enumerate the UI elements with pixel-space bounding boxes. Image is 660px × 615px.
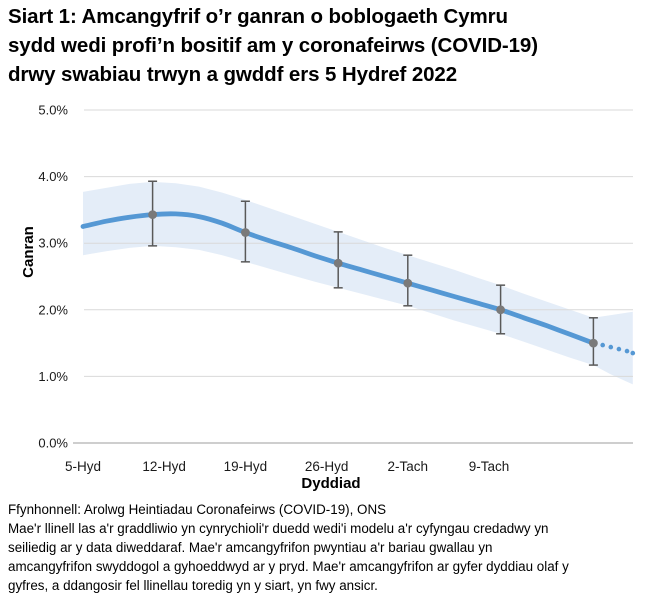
confidence-band [83, 181, 633, 385]
x-tick-label: 5-Hyd [65, 459, 101, 474]
data-point-marker [589, 338, 598, 348]
note-line: Mae'r llinell las a'r graddliwio yn cynr… [8, 521, 549, 536]
x-tick-label: 2-Tach [388, 459, 429, 474]
chart-title-line: drwy swabiau trwyn a gwddf ers 5 Hydref … [8, 63, 458, 86]
y-tick-label: 3.0% [38, 236, 68, 251]
y-tick-label: 2.0% [38, 302, 68, 317]
source-line: Ffynhonnell: Arolwg Heintiadau Coronafei… [8, 502, 387, 517]
x-tick-label: 19-Hyd [224, 459, 268, 474]
trend-line-dotted-segment [630, 350, 636, 356]
note-line: gyfres, a ddangosir fel llinellau toredi… [8, 578, 378, 593]
x-tick-label: 9-Tach [469, 459, 510, 474]
data-point-marker [241, 228, 250, 237]
x-tick-label: 12-Hyd [142, 459, 186, 474]
note-line: amcangyfrifon swyddogol a gyhoeddwyd ar … [8, 559, 569, 574]
y-tick-label: 1.0% [38, 369, 68, 384]
trend-line-dotted-segment [616, 346, 622, 352]
chart-title-line: Siart 1: Amcangyfrif o’r ganran o boblog… [8, 5, 508, 28]
x-axis-title: Dyddiad [301, 475, 360, 492]
chart-title: Siart 1: Amcangyfrif o’r ganran o boblog… [8, 2, 658, 89]
y-tick-label: 4.0% [38, 169, 68, 184]
y-tick-label: 5.0% [38, 103, 68, 118]
y-axis-title: Canran [20, 226, 37, 278]
note-line: seiliedig ar y data diweddaraf. Mae'r am… [8, 540, 493, 555]
data-point-marker [148, 210, 158, 220]
x-tick-label: 26-Hyd [305, 459, 349, 474]
chart-title-line: sydd wedi profi’n bositif am y coronafei… [8, 34, 538, 57]
chart-footnote: Ffynhonnell: Arolwg Heintiadau Coronafei… [8, 500, 658, 595]
trend-line-dotted-segment [608, 344, 614, 350]
data-point-marker [496, 305, 505, 315]
trend-line-dotted-segment [624, 348, 630, 354]
data-point-marker [403, 278, 413, 288]
data-point-marker [333, 258, 343, 268]
y-tick-label: 0.0% [38, 436, 68, 451]
trend-line-dotted-segment [600, 342, 605, 348]
